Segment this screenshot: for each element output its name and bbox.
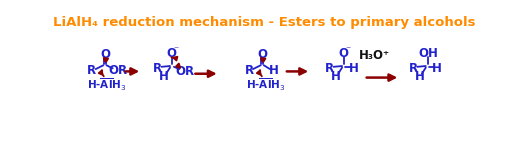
Text: OH: OH	[418, 47, 438, 60]
Text: H₃O⁺: H₃O⁺	[359, 49, 390, 62]
Text: O: O	[339, 47, 348, 60]
Text: OR: OR	[175, 65, 194, 78]
Text: R: R	[409, 62, 418, 75]
Text: O: O	[257, 48, 267, 61]
Text: R: R	[87, 64, 96, 77]
Text: ⁻: ⁻	[173, 46, 178, 56]
Text: O: O	[100, 48, 110, 61]
Text: H: H	[331, 69, 341, 82]
Text: H-$\mathregular{\overline{Al}}$H$_3$: H-$\mathregular{\overline{Al}}$H$_3$	[247, 77, 286, 93]
Text: OR: OR	[109, 64, 128, 77]
Text: R: R	[245, 64, 254, 77]
Text: H-$\mathregular{\overline{Al}}$H$_3$: H-$\mathregular{\overline{Al}}$H$_3$	[87, 77, 126, 93]
Text: R: R	[153, 62, 162, 75]
Text: H: H	[269, 64, 279, 77]
Text: H: H	[415, 69, 424, 82]
Text: H: H	[432, 62, 442, 75]
Text: H: H	[159, 69, 169, 82]
Text: ⁻: ⁻	[345, 46, 350, 56]
Text: LiAlH₄ reduction mechanism - Esters to primary alcohols: LiAlH₄ reduction mechanism - Esters to p…	[53, 16, 476, 29]
Text: O: O	[166, 47, 177, 60]
Text: H: H	[349, 62, 359, 75]
Text: R: R	[325, 62, 334, 75]
